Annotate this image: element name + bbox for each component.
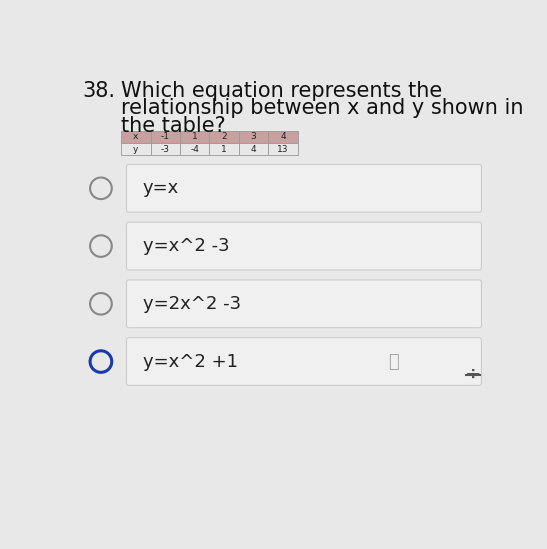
FancyBboxPatch shape	[269, 131, 298, 143]
Text: 3: 3	[251, 132, 257, 141]
Text: Which equation represents the: Which equation represents the	[121, 81, 443, 100]
Text: 👆: 👆	[388, 352, 399, 371]
Text: 1: 1	[192, 132, 197, 141]
FancyBboxPatch shape	[126, 338, 481, 385]
FancyBboxPatch shape	[239, 131, 269, 143]
FancyBboxPatch shape	[126, 222, 481, 270]
Text: y=x^2 -3: y=x^2 -3	[143, 237, 229, 255]
Text: ÷: ÷	[464, 365, 481, 384]
Text: 4: 4	[251, 144, 257, 154]
FancyBboxPatch shape	[269, 143, 298, 155]
Text: -4: -4	[190, 144, 199, 154]
FancyBboxPatch shape	[121, 131, 150, 143]
FancyBboxPatch shape	[180, 143, 210, 155]
Text: x: x	[133, 132, 138, 141]
FancyBboxPatch shape	[150, 143, 180, 155]
FancyBboxPatch shape	[121, 143, 150, 155]
FancyBboxPatch shape	[126, 165, 481, 212]
FancyBboxPatch shape	[239, 143, 269, 155]
Text: y=x^2 +1: y=x^2 +1	[143, 352, 238, 371]
FancyBboxPatch shape	[210, 143, 239, 155]
Text: y: y	[133, 144, 138, 154]
Text: -1: -1	[161, 132, 170, 141]
Text: 38.: 38.	[83, 81, 115, 100]
Text: y=x: y=x	[143, 180, 179, 197]
Text: the table?: the table?	[121, 116, 226, 136]
Text: relationship between x and y shown in: relationship between x and y shown in	[121, 98, 523, 118]
Text: 2: 2	[222, 132, 227, 141]
FancyBboxPatch shape	[210, 131, 239, 143]
Text: 4: 4	[280, 132, 286, 141]
Text: -3: -3	[161, 144, 170, 154]
Text: 13: 13	[277, 144, 289, 154]
FancyBboxPatch shape	[126, 280, 481, 328]
Text: y=2x^2 -3: y=2x^2 -3	[143, 295, 241, 313]
FancyBboxPatch shape	[180, 131, 210, 143]
FancyBboxPatch shape	[150, 131, 180, 143]
Text: 1: 1	[222, 144, 227, 154]
